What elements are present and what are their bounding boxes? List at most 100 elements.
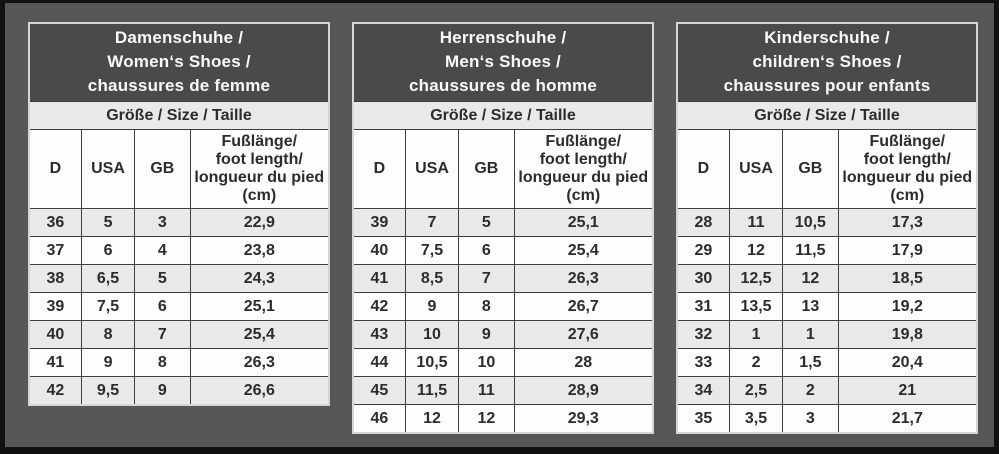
table-row: 31 13,5 13 19,2 bbox=[676, 292, 978, 321]
footlength-line: foot length/ bbox=[539, 151, 627, 168]
table-title-line: Damenschuhe / bbox=[114, 28, 244, 47]
table-row: 45 11,5 11 28,9 bbox=[352, 376, 654, 405]
table-row: 44 10,5 10 28 bbox=[352, 348, 654, 377]
size-cell: 5 bbox=[134, 264, 191, 293]
table-row: 32 1 1 19,8 bbox=[676, 320, 978, 349]
table-row: 34 2,5 2 21 bbox=[676, 376, 978, 405]
column-header-d: D bbox=[352, 129, 406, 209]
size-cell: 6 bbox=[458, 236, 515, 265]
size-cell: 7 bbox=[404, 208, 460, 237]
size-cell: 11,5 bbox=[404, 376, 460, 405]
column-header-d: D bbox=[28, 129, 82, 209]
size-cell: 12,5 bbox=[728, 264, 784, 293]
size-cell: 13 bbox=[782, 292, 839, 321]
table-title-line: chaussures de homme bbox=[408, 76, 598, 95]
size-cell: 36 bbox=[28, 208, 82, 237]
size-cell: 8 bbox=[134, 348, 191, 377]
size-cell: 40 bbox=[352, 236, 406, 265]
table-row: 42 9 8 26,7 bbox=[352, 292, 654, 321]
size-cell: 32 bbox=[676, 320, 730, 349]
size-cell: 17,9 bbox=[837, 236, 978, 265]
size-cell: 7,5 bbox=[404, 236, 460, 265]
table-title-line: children‘s Shoes / bbox=[752, 52, 902, 71]
size-cell: 34 bbox=[676, 376, 730, 405]
size-cell: 41 bbox=[352, 264, 406, 293]
footlength-line: foot length/ bbox=[863, 151, 951, 168]
table-row: 41 9 8 26,3 bbox=[28, 348, 330, 377]
size-cell: 26,3 bbox=[513, 264, 654, 293]
size-cell: 19,2 bbox=[837, 292, 978, 321]
size-cell: 43 bbox=[352, 320, 406, 349]
footlength-line: longueur du pied bbox=[842, 169, 973, 186]
footlength-line: Fußlänge/ bbox=[221, 133, 298, 150]
footlength-line: Fußlänge/ bbox=[545, 133, 622, 150]
size-cell: 35 bbox=[676, 404, 730, 434]
column-header-usa: USA bbox=[404, 129, 460, 209]
size-cell: 31 bbox=[676, 292, 730, 321]
table-row: 40 7,5 6 25,4 bbox=[352, 236, 654, 265]
table-body: 36 5 3 22,9 37 6 4 23,8 38 6,5 5 24,3 39 7,5 6 25,1 40 8 7… bbox=[28, 208, 330, 406]
size-cell: 42 bbox=[28, 376, 82, 406]
size-cell: 21 bbox=[837, 376, 978, 405]
table-row: 37 6 4 23,8 bbox=[28, 236, 330, 265]
footlength-line: (cm) bbox=[890, 187, 925, 204]
table-row: 43 10 9 27,6 bbox=[352, 320, 654, 349]
size-cell: 20,4 bbox=[837, 348, 978, 377]
size-cell: 41 bbox=[28, 348, 82, 377]
table-row: 30 12,5 12 18,5 bbox=[676, 264, 978, 293]
table-title-row: Damenschuhe / Women‘s Shoes / chaussures… bbox=[28, 22, 330, 102]
column-header-d: D bbox=[676, 129, 730, 209]
size-cell: 7 bbox=[134, 320, 191, 349]
size-cell: 5 bbox=[458, 208, 515, 237]
column-header-footlength: Fußlänge/ foot length/ longueur du pied … bbox=[513, 129, 654, 209]
size-cell: 2,5 bbox=[728, 376, 784, 405]
table-title: Kinderschuhe / children‘s Shoes / chauss… bbox=[676, 22, 978, 102]
size-cell: 10 bbox=[458, 348, 515, 377]
size-cell: 9 bbox=[458, 320, 515, 349]
size-cell: 1 bbox=[782, 320, 839, 349]
table-row: 28 11 10,5 17,3 bbox=[676, 208, 978, 237]
size-cell: 39 bbox=[28, 292, 82, 321]
table-row: 29 12 11,5 17,9 bbox=[676, 236, 978, 265]
size-cell: 27,6 bbox=[513, 320, 654, 349]
table-row: 38 6,5 5 24,3 bbox=[28, 264, 330, 293]
size-cell: 1,5 bbox=[782, 348, 839, 377]
column-header-footlength: Fußlänge/ foot length/ longueur du pied … bbox=[189, 129, 330, 209]
size-cell: 23,8 bbox=[189, 236, 330, 265]
column-header-footlength: Fußlänge/ foot length/ longueur du pied … bbox=[837, 129, 978, 209]
size-cell: 3 bbox=[782, 404, 839, 434]
size-cell: 17,3 bbox=[837, 208, 978, 237]
size-cell: 25,1 bbox=[189, 292, 330, 321]
size-cell: 3 bbox=[134, 208, 191, 237]
size-cell: 37 bbox=[28, 236, 82, 265]
footlength-line: longueur du pied bbox=[518, 169, 649, 186]
size-cell: 3,5 bbox=[728, 404, 784, 434]
size-cell: 8 bbox=[458, 292, 515, 321]
column-header-gb: GB bbox=[134, 129, 191, 209]
footlength-line: (cm) bbox=[566, 187, 601, 204]
size-cell: 26,7 bbox=[513, 292, 654, 321]
size-cell: 45 bbox=[352, 376, 406, 405]
size-cell: 6 bbox=[134, 292, 191, 321]
size-subheader-row: Größe / Size / Taille bbox=[676, 101, 978, 130]
table-body: 39 7 5 25,1 40 7,5 6 25,4 41 8,5 7 26,3 42 9 8 26,7 43 10… bbox=[352, 208, 654, 434]
size-subheader: Größe / Size / Taille bbox=[676, 101, 978, 130]
size-cell: 28,9 bbox=[513, 376, 654, 405]
table-title-row: Kinderschuhe / children‘s Shoes / chauss… bbox=[676, 22, 978, 102]
size-cell: 12 bbox=[782, 264, 839, 293]
size-subheader-row: Größe / Size / Taille bbox=[352, 101, 654, 130]
size-cell: 8,5 bbox=[404, 264, 460, 293]
size-cell: 29,3 bbox=[513, 404, 654, 434]
table-row: 33 2 1,5 20,4 bbox=[676, 348, 978, 377]
table-title-line: chaussures pour enfants bbox=[723, 76, 931, 95]
size-cell: 33 bbox=[676, 348, 730, 377]
size-table-women: Damenschuhe / Women‘s Shoes / chaussures… bbox=[28, 22, 330, 406]
column-header-row: D USA GB Fußlänge/ foot length/ longueur… bbox=[676, 129, 978, 209]
table-title-line: Women‘s Shoes / bbox=[107, 52, 251, 71]
size-cell: 26,6 bbox=[189, 376, 330, 406]
size-cell: 10,5 bbox=[404, 348, 460, 377]
size-cell: 30 bbox=[676, 264, 730, 293]
table-title-line: Kinderschuhe / bbox=[764, 28, 890, 47]
size-cell: 12 bbox=[728, 236, 784, 265]
size-cell: 10,5 bbox=[782, 208, 839, 237]
